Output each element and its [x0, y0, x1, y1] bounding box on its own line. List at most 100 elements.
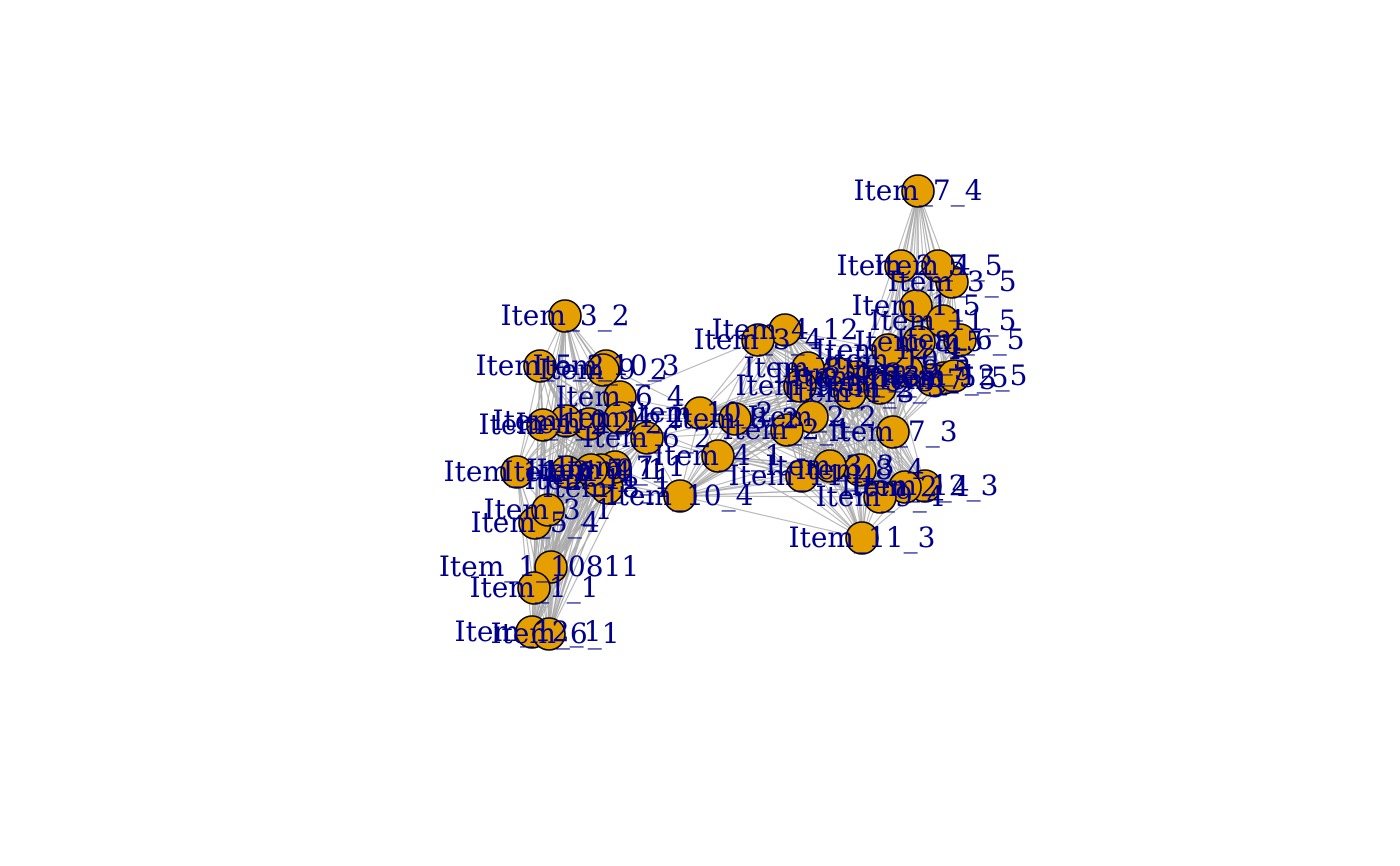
node-label: Item_7_1	[556, 450, 685, 483]
graph-edge	[679, 495, 881, 498]
node-label: Item_8_3	[743, 351, 872, 384]
node-layer	[500, 174, 977, 651]
graph-node	[663, 479, 697, 513]
graph-node	[785, 459, 819, 493]
graph-node	[586, 353, 620, 387]
node-label: Item_9_4	[815, 480, 944, 513]
graph-node	[845, 521, 879, 555]
graph-edge	[757, 339, 926, 487]
graph-edge	[855, 281, 953, 378]
node-label: Item_4_3	[773, 357, 902, 390]
graph-edge	[679, 495, 863, 539]
node-label: Item_9_2	[538, 353, 667, 386]
node-label: Item_10_2	[627, 396, 774, 429]
node-label: Item_12_1	[455, 615, 602, 648]
graph-node	[603, 401, 637, 435]
node-label: Item_7_5	[867, 363, 996, 396]
graph-node	[550, 455, 584, 489]
graph-node	[937, 359, 971, 393]
graph-edge	[679, 376, 857, 497]
node-label: Item_5_3	[805, 365, 934, 398]
graph-edge	[717, 339, 759, 457]
graph-edge	[516, 437, 648, 473]
graph-edge	[516, 471, 550, 635]
node-label: Item_2_5	[836, 249, 965, 282]
node-label: Item_3_3	[765, 449, 894, 482]
node-label: Item_1_10811	[439, 550, 639, 583]
graph-node	[517, 571, 551, 605]
node-label: Item_3_2	[500, 299, 629, 332]
graph-edge	[619, 417, 736, 420]
node-label: Item_5_4	[470, 506, 599, 539]
graph-node	[926, 304, 960, 338]
node-label: Item_1_1	[469, 571, 598, 604]
node-label: Item_6_4	[555, 380, 684, 413]
node-label: Item_3_1	[483, 493, 612, 526]
node-label: Item_2_4	[840, 470, 969, 503]
node-label: Item_1_4	[502, 455, 631, 488]
node-label: Item_6_3	[791, 360, 920, 393]
graph-node	[548, 299, 582, 333]
graph-node	[523, 349, 557, 383]
node-label: Item_12_4	[815, 333, 962, 366]
node-label: Item_4_2	[555, 401, 684, 434]
node-label: Item_4_5	[873, 249, 1002, 282]
graph-node	[718, 402, 752, 436]
graph-node	[630, 421, 664, 455]
graph-edge	[619, 339, 759, 398]
node-label: Item_10_3	[533, 349, 680, 382]
graph-node	[863, 480, 897, 514]
node-label: Item_1_2	[478, 408, 607, 441]
graph-node	[683, 396, 717, 430]
node-label: Item_8_4	[795, 453, 924, 486]
graph-node	[531, 493, 565, 527]
node-label: Item_9_1	[536, 453, 665, 486]
graph-node	[921, 249, 955, 283]
node-label: Item_3_5	[887, 265, 1016, 298]
graph-node	[899, 289, 933, 323]
node-label: Item_9_5	[842, 354, 971, 387]
graph-edge	[679, 431, 894, 497]
graph-node	[876, 415, 910, 449]
graph-node	[500, 455, 534, 489]
graph-node	[526, 408, 560, 442]
graph-node	[884, 249, 918, 283]
node-label: Item_2_3	[815, 371, 944, 404]
node-label: Item_8_5	[854, 325, 983, 358]
node-label: Item_11_5	[870, 304, 1017, 337]
node-label: Item_1_3	[785, 376, 914, 409]
node-label: Item_3_4	[693, 323, 822, 356]
node-label: Item_8_1	[542, 471, 671, 504]
graph-node	[901, 174, 935, 208]
graph-node	[532, 617, 566, 651]
node-label: Item_4_1	[653, 439, 782, 472]
node-label: Item_6_2	[582, 421, 711, 454]
graph-edge	[605, 365, 701, 414]
node-label: Item_5_1	[526, 453, 655, 486]
node-label: Item_11_4	[729, 459, 876, 492]
node-label: Item_6_1	[490, 617, 619, 650]
node-label: Item_7_4	[853, 174, 982, 207]
graph-edge	[516, 471, 533, 633]
node-label: Item_2_1	[722, 413, 851, 446]
node-label: Item_11_1	[525, 463, 672, 496]
node-label: Item_1_5	[851, 289, 980, 322]
graph-edge	[646, 429, 788, 439]
node-label: Item_8_2	[670, 402, 799, 435]
graph-edge	[855, 265, 939, 378]
node-label: Item_11_2	[444, 455, 591, 488]
graph-edge	[548, 469, 592, 635]
graph-node	[863, 371, 897, 405]
label-layer: Item_7_4 Item_3_2 Item_4_12 Item_7_3 Item_11…	[439, 174, 1028, 650]
node-label: Item_5_5	[879, 361, 1008, 394]
graph-node	[902, 325, 936, 359]
node-label: Item_11_3	[789, 521, 936, 554]
graph-edge	[900, 265, 933, 381]
node-label: Item_10_1	[493, 404, 640, 437]
node-label: Item_12_2	[516, 407, 663, 440]
graph-node	[741, 323, 775, 357]
node-label: Item_4_12	[712, 313, 859, 346]
graph-edge	[784, 329, 889, 351]
graph-edge	[717, 373, 839, 457]
